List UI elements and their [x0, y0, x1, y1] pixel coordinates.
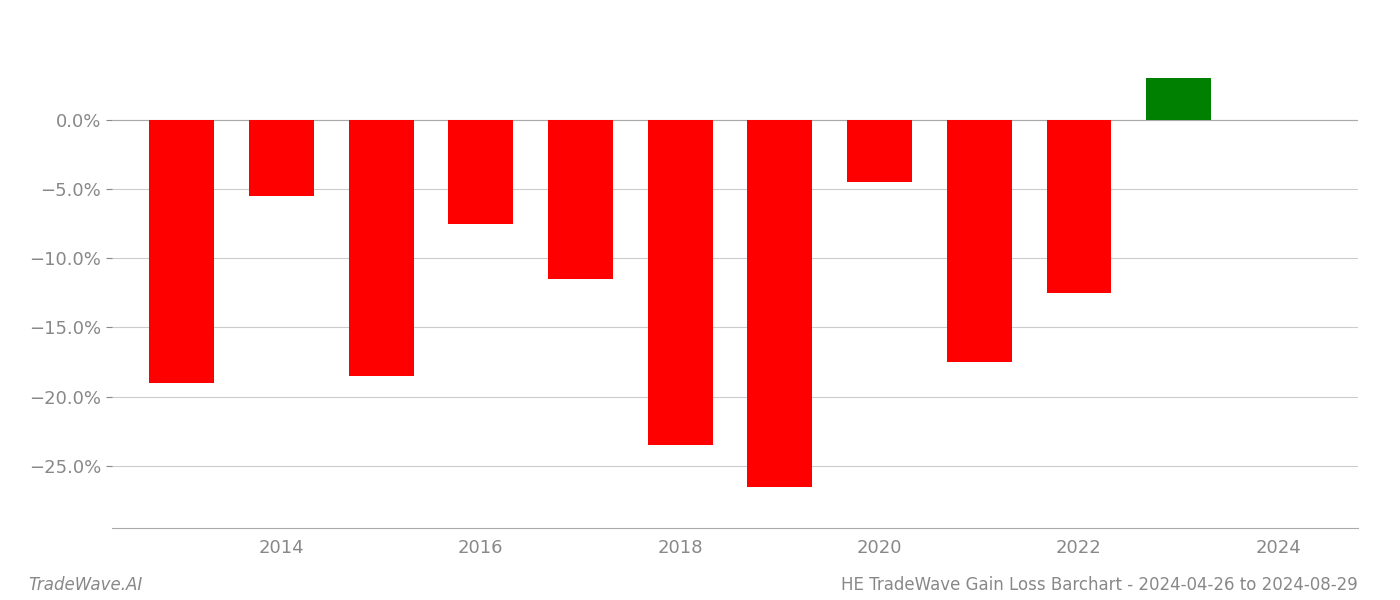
- Bar: [549, 120, 613, 279]
- Bar: [847, 120, 911, 182]
- Bar: [349, 120, 413, 376]
- Bar: [1047, 120, 1112, 293]
- Text: HE TradeWave Gain Loss Barchart - 2024-04-26 to 2024-08-29: HE TradeWave Gain Loss Barchart - 2024-0…: [841, 576, 1358, 594]
- Bar: [1147, 79, 1211, 120]
- Bar: [150, 120, 214, 383]
- Bar: [648, 120, 713, 445]
- Text: TradeWave.AI: TradeWave.AI: [28, 576, 143, 594]
- Bar: [448, 120, 514, 224]
- Bar: [946, 120, 1012, 362]
- Bar: [249, 120, 314, 196]
- Bar: [748, 120, 812, 487]
